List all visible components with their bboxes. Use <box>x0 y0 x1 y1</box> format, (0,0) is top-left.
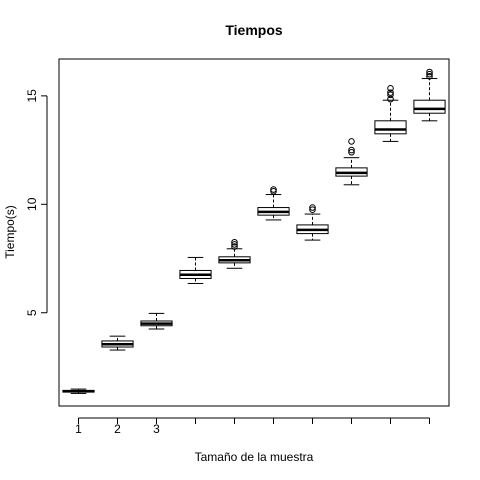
x-tick-label: 1 <box>75 422 82 436</box>
outlier-point <box>426 70 433 78</box>
box-group <box>335 138 368 186</box>
outlier-point <box>426 68 433 76</box>
box-group <box>179 256 212 284</box>
boxes <box>62 68 446 394</box>
box-group <box>296 204 329 241</box>
outlier-point <box>231 238 238 246</box>
y-axis-label: Tiempo(s) <box>3 205 17 259</box>
y-tick-label: 15 <box>25 89 39 103</box>
box-group <box>374 84 407 142</box>
x-axis-label: Tamaño de la muestra <box>195 450 314 464</box>
box-group <box>140 312 173 330</box>
outlier-point <box>270 186 277 193</box>
plot-frame <box>58 58 450 407</box>
y-tick-label: 5 <box>25 309 39 316</box>
y-axis: 5 10 15 <box>25 89 48 316</box>
outlier-point <box>309 206 316 214</box>
box-group <box>62 388 95 394</box>
outlier-point <box>231 243 238 250</box>
x-tick-label: 2 <box>114 422 121 436</box>
box-iqr <box>413 99 446 114</box>
outlier-point <box>348 148 355 156</box>
chart-title: Tiempos <box>225 22 283 38</box>
box-iqr <box>374 120 407 135</box>
box-group <box>218 238 251 269</box>
box-group <box>413 68 446 122</box>
outlier-point <box>387 84 394 92</box>
outlier-point <box>387 91 394 99</box>
outlier-point <box>348 146 355 154</box>
box-group <box>101 335 134 351</box>
outlier-point <box>387 89 394 96</box>
x-tick-label: 3 <box>153 422 160 436</box>
outlier-point <box>309 204 316 211</box>
outlier-point <box>231 241 238 248</box>
box-group <box>257 186 290 221</box>
outlier-point <box>387 95 394 103</box>
y-tick-label: 10 <box>25 197 39 211</box>
outlier-point <box>348 138 355 145</box>
x-axis: 1 2 3 <box>75 417 430 436</box>
outlier-point <box>426 73 433 80</box>
